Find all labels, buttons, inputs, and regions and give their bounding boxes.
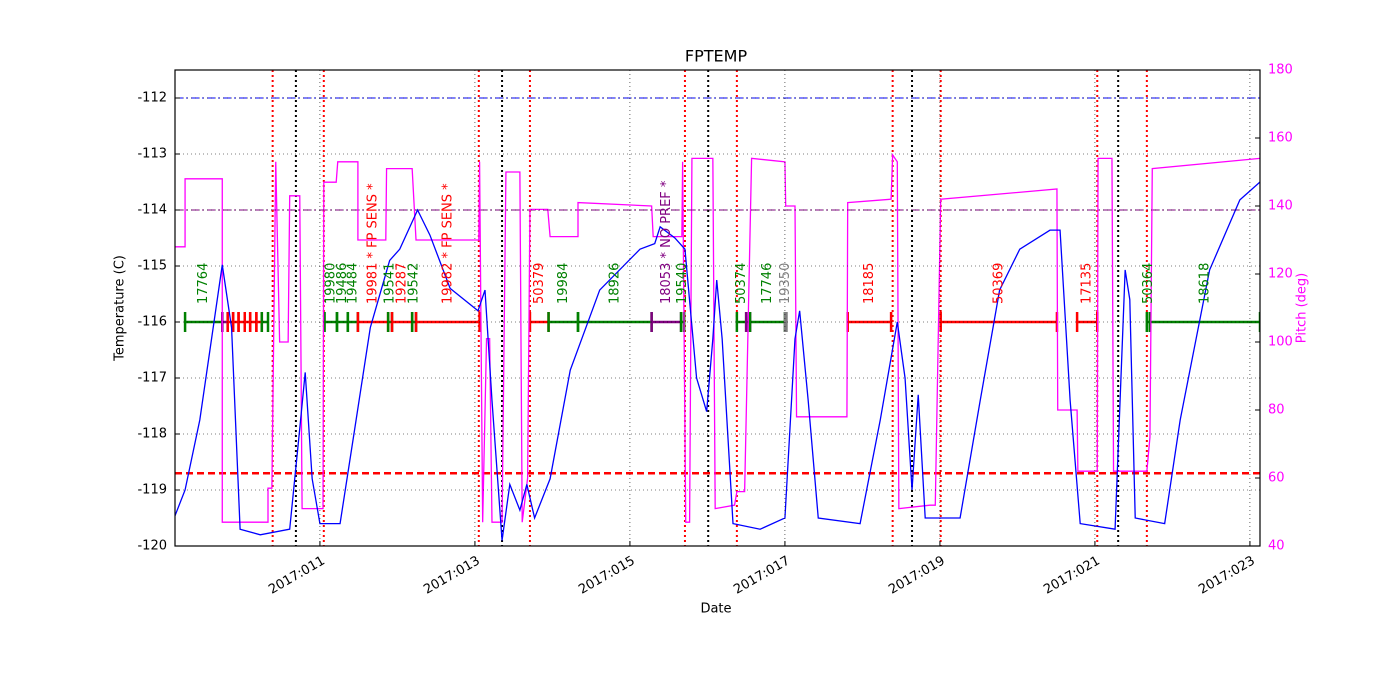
observation-label: 19982 * FP SENS * <box>440 183 455 304</box>
y-tick-label: -119 <box>137 483 167 498</box>
y2-tick-label: 40 <box>1268 539 1285 554</box>
y-tick-label: -120 <box>137 539 167 554</box>
series-line <box>175 152 1260 523</box>
observation-label: 19540 <box>675 263 690 304</box>
y2-tick-label: 120 <box>1268 267 1293 282</box>
y-tick-label: -114 <box>137 203 167 218</box>
x-axis-label: Date <box>700 602 731 617</box>
y-tick-label: -115 <box>137 259 167 274</box>
y2-axis-label: Pitch (deg) <box>1295 273 1310 343</box>
observation-label: 19542 <box>407 263 422 304</box>
observation-label: 19287 <box>395 263 410 304</box>
y2-tick-label: 80 <box>1268 403 1285 418</box>
observation-label: 17764 <box>196 263 211 304</box>
observation-label: 50364 <box>1141 263 1156 304</box>
observation-label: 19981 * FP SENS * <box>366 183 381 304</box>
observation-label: 17746 <box>760 263 775 304</box>
y-axis-label: Temperature (C) <box>113 255 128 362</box>
observation-label: 18053 * NO PREF * <box>659 180 674 304</box>
observation-label: 19484 <box>345 263 360 304</box>
observation-label: 18926 <box>607 263 622 304</box>
y2-tick-label: 100 <box>1268 335 1293 350</box>
observation-label: 50379 <box>532 263 547 304</box>
observation-label: 50369 <box>991 263 1006 304</box>
y2-tick-label: 160 <box>1268 131 1293 146</box>
y2-tick-label: 140 <box>1268 199 1293 214</box>
observation-label: 50374 <box>734 263 749 304</box>
observation-label: 19486 <box>335 263 350 304</box>
observation-label: 19541 <box>383 263 398 304</box>
y-tick-label: -112 <box>137 91 167 106</box>
y-tick-label: -116 <box>137 315 167 330</box>
y-tick-label: -117 <box>137 371 167 386</box>
y2-tick-label: 180 <box>1268 63 1293 78</box>
observation-label: 19980 <box>323 263 338 304</box>
observation-label: 17135 <box>1080 263 1095 304</box>
observation-label: 19350 <box>778 263 793 304</box>
observation-label: 19984 <box>556 263 571 304</box>
observation-label: 18185 <box>862 263 877 304</box>
plot-frame <box>174 69 1261 547</box>
y2-tick-label: 60 <box>1268 471 1285 486</box>
chart-title: FPTEMP <box>685 47 748 66</box>
plot-area <box>175 70 1260 546</box>
y-tick-label: -118 <box>137 427 167 442</box>
series-line <box>175 181 1260 541</box>
observation-label: 18618 <box>1197 263 1212 304</box>
y-tick-label: -113 <box>137 147 167 162</box>
